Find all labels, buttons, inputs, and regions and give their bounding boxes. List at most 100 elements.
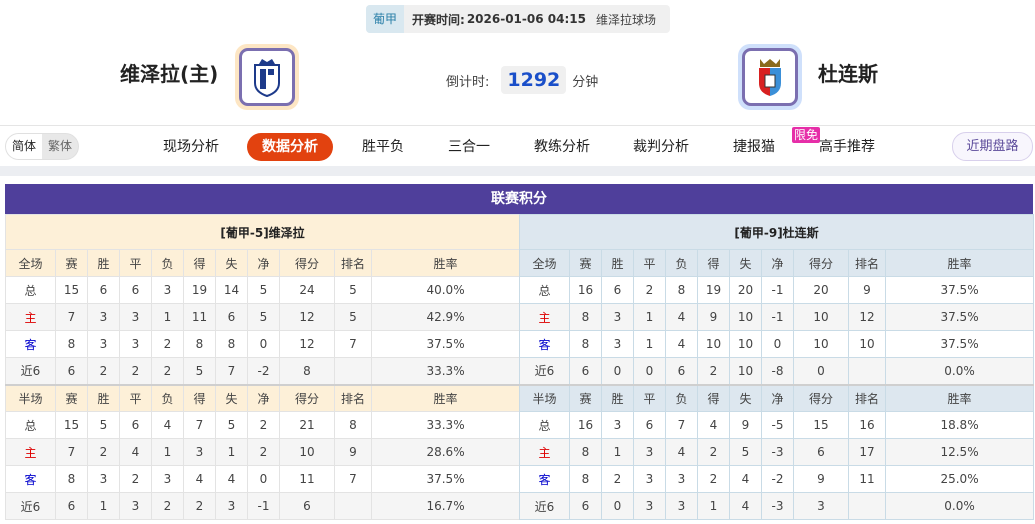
tab-three-in-one[interactable]: 三合一: [448, 139, 490, 155]
tab-live-analysis[interactable]: 现场分析: [163, 139, 219, 155]
row-label: 客: [5, 330, 56, 358]
home-team-name[interactable]: 维泽拉(主): [120, 62, 219, 86]
cell: 1: [633, 330, 666, 358]
tab-expert-picks[interactable]: 高手推荐: [819, 139, 875, 155]
header-row: 半场赛胜平负得失净得分 排名 胜率: [5, 383, 521, 412]
column-header: 胜率: [884, 249, 1035, 277]
cell: 7: [55, 303, 88, 331]
cell: 9: [334, 438, 372, 466]
tab-data-analysis[interactable]: 数据分析: [247, 133, 333, 161]
column-header: 净: [761, 249, 794, 277]
team-header: [葡甲-9]杜连斯: [518, 214, 1035, 250]
cell: 16: [569, 276, 602, 304]
cell: 40.0%: [370, 276, 521, 304]
cell: 18.8%: [884, 411, 1035, 439]
row-label: 近6: [519, 357, 570, 385]
away-team-name[interactable]: 杜连斯: [818, 62, 878, 86]
column-header: 胜率: [370, 383, 521, 412]
cell: 3: [665, 465, 698, 493]
header-row: 全场赛胜平负得失净得分 排名 胜率: [519, 249, 1035, 277]
lang-simplified[interactable]: 简体: [6, 134, 43, 159]
cell: 8: [334, 411, 372, 439]
cell: 10: [729, 330, 762, 358]
column-header: 得: [697, 249, 730, 277]
table-row: 主 8 3 1 4 9 10 -1 10 12 37.5%: [519, 303, 1035, 331]
cell: -1: [247, 492, 280, 520]
kickoff-label: 开赛时间:: [412, 12, 465, 27]
cell: 37.5%: [370, 330, 521, 358]
cell: 9: [729, 411, 762, 439]
cell: 6: [633, 411, 666, 439]
cell: 5: [247, 276, 280, 304]
lang-traditional[interactable]: 繁体: [48, 139, 73, 153]
cell: 10: [697, 330, 730, 358]
column-header: 胜: [601, 383, 634, 412]
home-team-logo[interactable]: [235, 44, 299, 110]
column-header: 得: [697, 383, 730, 412]
column-header: 半场: [519, 383, 570, 412]
cell: 19: [697, 276, 730, 304]
cell: 15: [55, 411, 88, 439]
shield-icon: [254, 59, 280, 97]
tab-coach-analysis[interactable]: 教练分析: [534, 139, 590, 155]
recent-odds-button[interactable]: 近期盘路: [952, 132, 1033, 161]
cell: 3: [601, 411, 634, 439]
cell: 12: [279, 303, 335, 331]
cell: 16.7%: [370, 492, 521, 520]
cell: 5: [247, 303, 280, 331]
cell: [334, 492, 372, 520]
cell: 2: [151, 357, 184, 385]
row-label: 总: [5, 411, 56, 439]
column-header: 平: [119, 383, 152, 412]
cell: 4: [729, 465, 762, 493]
tab-1x2[interactable]: 胜平负: [362, 139, 404, 155]
column-header: 得: [183, 249, 216, 277]
row-label: 近6: [5, 492, 56, 520]
cell: 6: [55, 357, 88, 385]
cell: 8: [55, 330, 88, 358]
cell: 3: [633, 465, 666, 493]
away-team-logo[interactable]: [738, 44, 802, 110]
column-header: 胜率: [370, 249, 521, 277]
cell: 9: [848, 276, 886, 304]
column-header: 赛: [569, 383, 602, 412]
cell: 2: [697, 357, 730, 385]
cell: 8: [215, 330, 248, 358]
language-toggle[interactable]: 简体 繁体: [5, 133, 80, 160]
countdown: 倒计时: 1292 分钟: [446, 66, 598, 94]
cell: 5: [729, 438, 762, 466]
column-header: 得分: [793, 383, 849, 412]
row-label: 主: [519, 438, 570, 466]
cell: 10: [848, 330, 886, 358]
cell: 0: [793, 357, 849, 385]
header-row: 半场赛胜平负得失净得分 排名 胜率: [519, 383, 1035, 412]
cell: 3: [183, 438, 216, 466]
cell: 4: [151, 411, 184, 439]
row-label: 主: [5, 303, 56, 331]
column-header: 平: [633, 383, 666, 412]
cell: 5: [334, 276, 372, 304]
row-label: 主: [519, 303, 570, 331]
cell: 3: [665, 492, 698, 520]
cell: 0: [247, 465, 280, 493]
tab-jiebaomao[interactable]: 捷报猫: [733, 139, 775, 155]
cell: 16: [569, 411, 602, 439]
cell: 8: [569, 330, 602, 358]
cell: 8: [665, 276, 698, 304]
cell: 4: [119, 438, 152, 466]
cell: 11: [183, 303, 216, 331]
league-badge[interactable]: 葡甲: [366, 5, 405, 33]
cell: 2: [151, 330, 184, 358]
cell: 42.9%: [370, 303, 521, 331]
cell: 3: [87, 330, 120, 358]
cell: 8: [569, 438, 602, 466]
cell: 7: [334, 330, 372, 358]
column-header: 净: [247, 383, 280, 412]
cell: 2: [247, 411, 280, 439]
venue: 维泽拉球场: [595, 12, 656, 27]
cell: 11: [848, 465, 886, 493]
column-header: 失: [729, 249, 762, 277]
tab-referee-analysis[interactable]: 裁判分析: [633, 139, 689, 155]
cell: -2: [247, 357, 280, 385]
cell: 4: [183, 465, 216, 493]
